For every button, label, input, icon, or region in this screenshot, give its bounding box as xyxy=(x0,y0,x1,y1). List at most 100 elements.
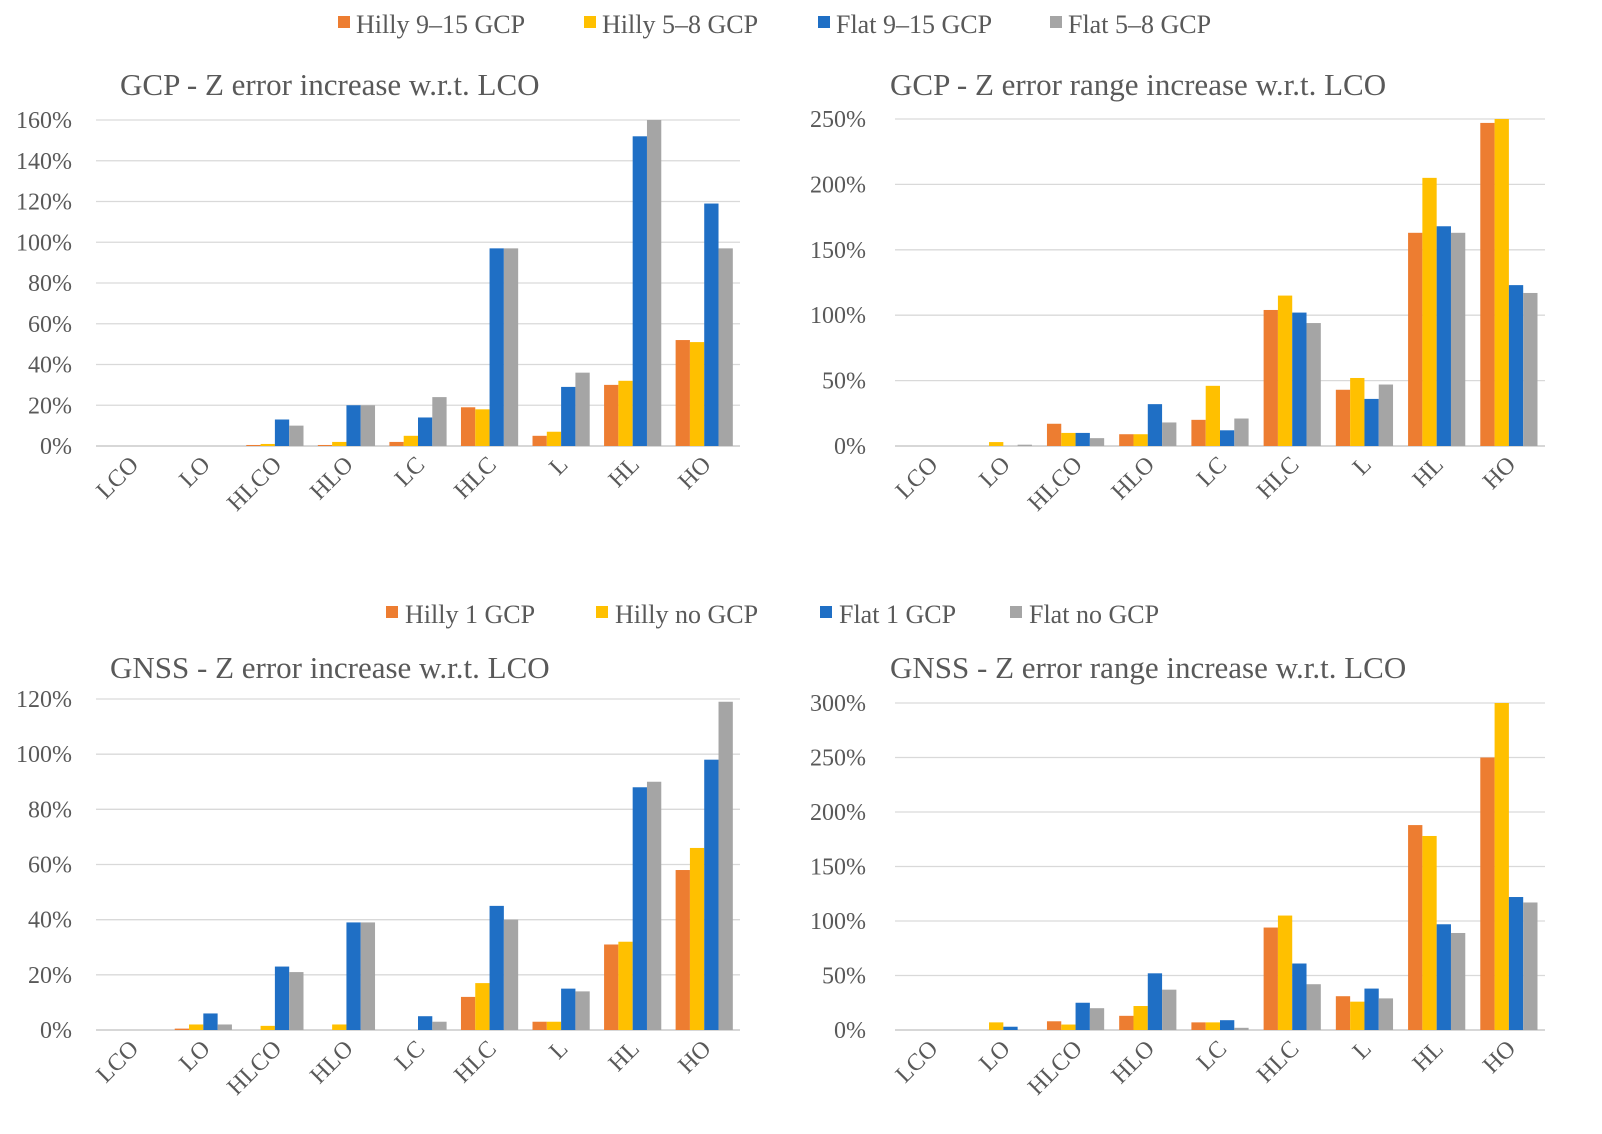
x-tick-label: L xyxy=(545,452,574,481)
y-tick-label: 60% xyxy=(28,312,72,338)
bar-gray-hlco xyxy=(1089,438,1105,446)
legend-item: Flat 5–8 GCP xyxy=(1050,10,1211,39)
y-tick-label: 40% xyxy=(28,353,72,379)
bar-gray-hlco xyxy=(289,972,304,1030)
legend-item: Hilly 5–8 GCP xyxy=(584,10,758,39)
legend-label: Flat no GCP xyxy=(1029,600,1159,629)
bar-yellow-lc xyxy=(403,435,418,446)
y-tick-label: 140% xyxy=(16,149,72,175)
chart-title: GNSS - Z error increase w.r.t. LCO xyxy=(110,650,550,685)
bar-blue-lc xyxy=(418,417,433,446)
bar-orange-lo xyxy=(174,1028,190,1030)
bar-blue-ho xyxy=(704,203,719,446)
y-tick-label: 300% xyxy=(810,691,866,717)
bar-yellow-hlc xyxy=(1277,915,1293,1030)
bar-blue-hlo xyxy=(1147,973,1163,1030)
bar-orange-hlc xyxy=(1263,309,1278,446)
x-tick-label: HLC xyxy=(449,1036,501,1088)
y-tick-label: 100% xyxy=(810,909,866,935)
legend-swatch-hilly-9-15 xyxy=(338,16,350,28)
x-tick-label: HLCO xyxy=(223,1036,288,1101)
bar-blue-hlc xyxy=(489,248,504,446)
y-tick-label: 0% xyxy=(40,1018,72,1044)
bar-orange-hlc xyxy=(460,407,476,446)
bar-yellow-hlc xyxy=(475,409,490,446)
bar-gray-lc xyxy=(1234,1027,1249,1030)
bar-gray-ho xyxy=(718,701,733,1030)
bar-orange-ho xyxy=(1480,757,1495,1030)
y-tick-label: 200% xyxy=(810,172,866,198)
bar-orange-l xyxy=(532,435,547,446)
bar-blue-hl xyxy=(632,787,647,1030)
bar-orange-lc xyxy=(389,441,404,446)
legend-swatch-hilly-1-gcp xyxy=(386,606,398,618)
x-tick-label: L xyxy=(1348,452,1377,481)
legend-swatch-hilly-no-gcp xyxy=(596,606,608,618)
bar-gray-ho xyxy=(718,248,733,446)
bar-orange-hlc xyxy=(460,996,476,1030)
bar-yellow-lc xyxy=(1205,385,1220,446)
y-tick-label: 20% xyxy=(28,393,72,419)
legend-bottom: Hilly 1 GCP Hilly no GCP Flat 1 GCP Flat… xyxy=(386,600,1159,629)
legend-swatch-flat-no-gcp xyxy=(1010,606,1022,618)
x-tick-label: HLCO xyxy=(1023,1036,1088,1101)
bar-yellow-l xyxy=(1350,1001,1365,1030)
bar-orange-l xyxy=(1335,996,1351,1030)
bar-orange-lc xyxy=(1191,419,1206,446)
x-tick-label: HLCO xyxy=(1023,452,1088,517)
legend-label: Flat 1 GCP xyxy=(839,600,956,629)
x-tick-label: LO xyxy=(175,1036,216,1077)
bar-orange-hlco xyxy=(1046,423,1062,446)
x-tick-label: LC xyxy=(390,1036,430,1076)
bar-blue-l xyxy=(561,988,576,1031)
x-tick-label: LO xyxy=(175,452,216,493)
legend-label: Hilly 1 GCP xyxy=(405,600,535,629)
y-tick-label: 20% xyxy=(28,963,72,989)
chart-title: GNSS - Z error range increase w.r.t. LCO xyxy=(890,650,1406,685)
bar-gray-hlc xyxy=(503,248,519,446)
bar-yellow-hlo xyxy=(332,1024,347,1030)
bar-yellow-ho xyxy=(689,342,705,446)
bar-gray-lc xyxy=(1234,418,1249,446)
bar-gray-l xyxy=(575,372,590,446)
bar-orange-hl xyxy=(604,384,619,447)
x-tick-label: LCO xyxy=(891,452,943,504)
x-tick-label: HL xyxy=(1408,452,1449,493)
legend-item: Hilly 1 GCP xyxy=(386,600,535,629)
y-tick-label: 100% xyxy=(16,230,72,256)
legend-swatch-flat-5-8 xyxy=(1050,16,1062,28)
bar-yellow-l xyxy=(546,431,562,446)
x-tick-label: HL xyxy=(604,452,645,493)
x-tick-label: HLO xyxy=(305,452,358,505)
bar-yellow-ho xyxy=(1494,119,1509,446)
bar-yellow-lo xyxy=(989,442,1004,446)
bar-orange-ho xyxy=(675,870,690,1030)
bar-orange-hlco xyxy=(1046,1021,1062,1030)
x-tick-label: LC xyxy=(1192,1036,1232,1076)
legend-label: Hilly no GCP xyxy=(615,600,758,629)
y-tick-label: 120% xyxy=(16,687,72,713)
bar-yellow-hlco xyxy=(260,443,275,446)
y-tick-label: 80% xyxy=(28,271,72,297)
bar-gray-ho xyxy=(1523,902,1538,1030)
bar-blue-lo xyxy=(1003,1026,1018,1030)
bar-orange-lc xyxy=(1191,1022,1206,1030)
legend-item: Flat no GCP xyxy=(1010,600,1159,629)
bar-yellow-hlc xyxy=(1277,295,1293,446)
bar-orange-hlco xyxy=(246,444,261,446)
x-tick-label: HO xyxy=(1478,452,1521,495)
bar-orange-hlc xyxy=(1263,927,1278,1030)
bar-gray-l xyxy=(575,991,590,1030)
bar-yellow-l xyxy=(1350,377,1365,446)
bar-orange-hl xyxy=(1408,825,1423,1030)
bar-gray-l xyxy=(1378,998,1394,1030)
chart-title: GCP - Z error range increase w.r.t. LCO xyxy=(890,67,1386,102)
bar-gray-hlo xyxy=(1162,422,1177,446)
bar-gray-hlc xyxy=(1306,984,1321,1030)
bar-blue-lc xyxy=(418,1016,433,1030)
chart-title: GCP - Z error increase w.r.t. LCO xyxy=(120,67,540,102)
legend-swatch-flat-9-15 xyxy=(818,16,830,28)
x-tick-label: LC xyxy=(1192,452,1232,492)
legend-label: Hilly 9–15 GCP xyxy=(356,10,525,39)
bar-gray-l xyxy=(1378,384,1394,446)
